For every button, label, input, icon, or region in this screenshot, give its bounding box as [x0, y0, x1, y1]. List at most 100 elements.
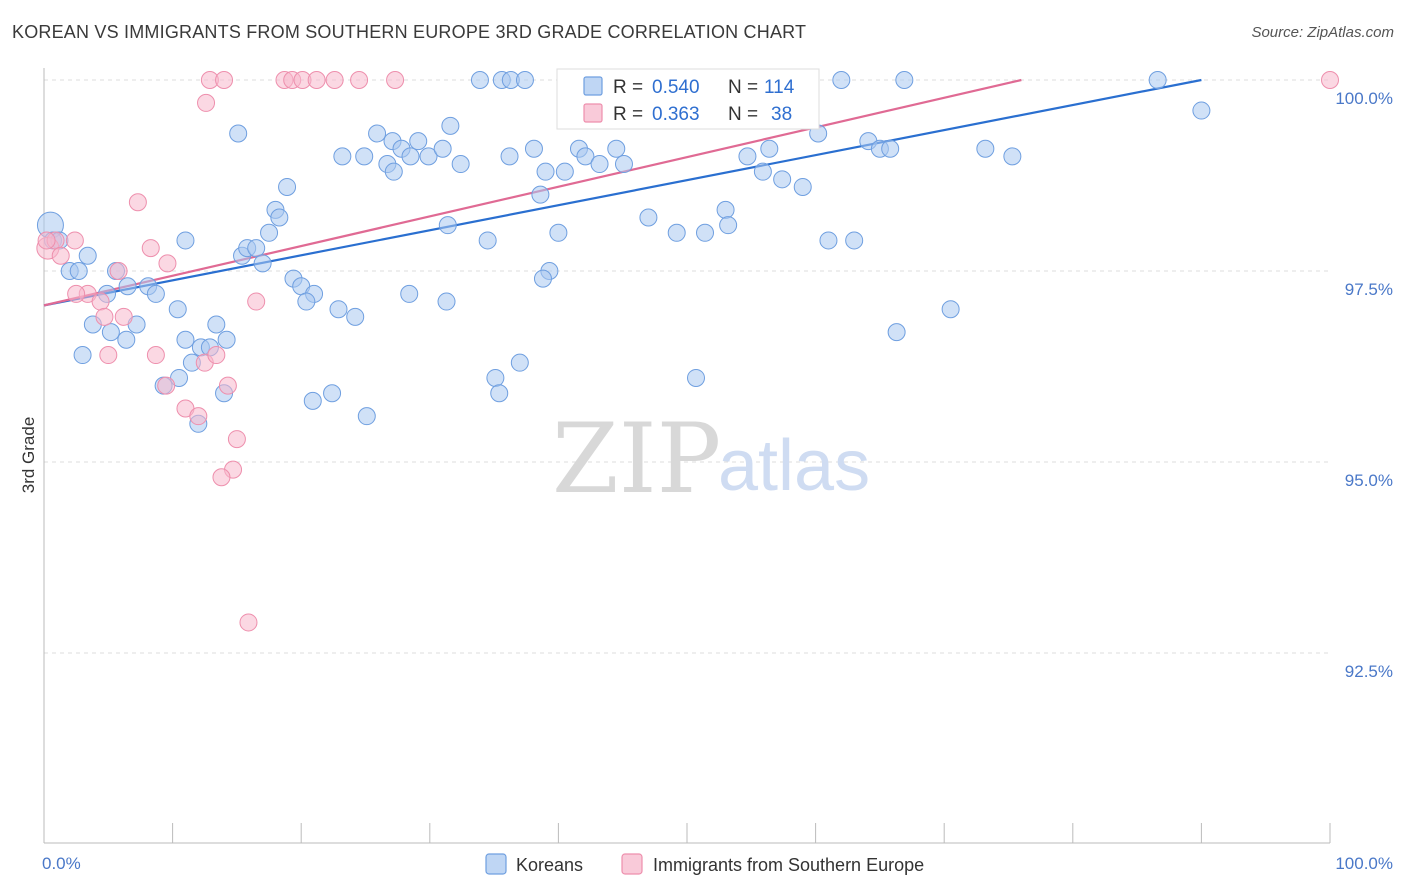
point-s0-102	[832, 71, 851, 89]
point-s0-64	[515, 71, 534, 89]
point-s1-35	[386, 71, 405, 89]
point-s0-72	[531, 185, 550, 204]
chart-title: KOREAN VS IMMIGRANTS FROM SOUTHERN EUROP…	[12, 22, 807, 42]
point-s0-4	[78, 246, 97, 265]
point-s0-60	[437, 292, 456, 311]
legend-swatch-koreans	[485, 853, 507, 875]
point-s0-99	[793, 177, 812, 196]
point-s1-33	[325, 71, 344, 89]
point-s1-9	[114, 307, 133, 326]
legend: Koreans Immigrants from Southern Europe	[485, 853, 924, 875]
point-s0-36	[278, 177, 297, 196]
stats-r-value-koreans: 0.540	[652, 77, 700, 98]
stats-n-label-koreans: N =	[728, 77, 758, 98]
point-s1-17	[207, 346, 226, 365]
point-s0-55	[441, 116, 460, 135]
point-s0-91	[716, 200, 735, 219]
point-s0-10	[146, 284, 165, 303]
point-s0-52	[409, 132, 428, 151]
stats-r-label-southern-europe: R =	[613, 104, 643, 125]
point-s0-68	[438, 216, 457, 235]
point-s0-44	[333, 147, 352, 166]
point-s0-78	[549, 223, 568, 242]
point-s0-83	[607, 139, 626, 158]
point-s0-41	[303, 391, 322, 410]
point-s0-84	[614, 155, 633, 174]
point-s0-97	[760, 139, 779, 158]
point-s0-107	[887, 323, 906, 342]
point-s1-15	[189, 407, 208, 426]
point-s0-46	[355, 147, 374, 166]
point-s0-12	[168, 300, 187, 319]
legend-label-koreans: Koreans	[516, 855, 583, 875]
point-s0-112	[1148, 71, 1167, 89]
point-s1-10	[99, 346, 118, 365]
point-s1-25	[158, 254, 177, 273]
point-s1-23	[239, 613, 258, 632]
point-s0-56	[451, 155, 470, 174]
point-s0-58	[384, 162, 403, 181]
stats-n-value-koreans: 114	[764, 77, 795, 98]
stats-box: R = 0.540 N = 114 R = 0.363 N = 38	[556, 68, 820, 130]
point-s0-59	[400, 284, 419, 303]
point-s1-2	[51, 246, 70, 265]
data-points	[36, 71, 1339, 632]
point-s0-5	[69, 262, 88, 280]
point-s1-7	[109, 262, 128, 280]
point-s0-20	[176, 330, 195, 349]
stats-n-value-southern-europe: 38	[771, 104, 792, 125]
point-s0-108	[895, 71, 914, 89]
stats-r-value-southern-europe: 0.363	[652, 104, 700, 125]
point-s1-5	[67, 284, 86, 303]
point-s1-8	[95, 307, 114, 326]
point-s0-14	[101, 323, 120, 342]
stats-swatch-koreans	[583, 76, 603, 96]
point-s0-42	[329, 300, 348, 319]
legend-swatch-southern-europe	[621, 853, 643, 875]
y-tick-labels: 92.5% 95.0% 97.5% 100.0%	[1335, 89, 1393, 681]
point-s0-67	[478, 231, 497, 250]
point-s0-95	[738, 147, 757, 166]
point-s1-26	[197, 93, 216, 112]
stats-r-label-koreans: R =	[613, 77, 643, 98]
point-s1-11	[141, 239, 160, 258]
point-s0-106	[881, 139, 900, 158]
point-s0-40	[297, 292, 316, 311]
watermark-atlas: atlas	[718, 426, 870, 506]
point-s0-92	[719, 216, 738, 235]
trend-line-s0	[43, 78, 1202, 307]
point-s0-113	[1192, 101, 1211, 120]
point-s0-16	[73, 346, 92, 365]
watermark-zip: ZIP	[552, 403, 721, 515]
point-s1-37	[1321, 71, 1339, 89]
y-axis-title: 3rd Grade	[19, 417, 38, 494]
point-s0-33	[260, 223, 279, 242]
point-s1-19	[227, 430, 246, 449]
point-s0-25	[207, 315, 226, 334]
point-s0-80	[576, 147, 595, 166]
axes	[43, 68, 1331, 844]
point-s0-31	[247, 239, 266, 258]
point-s0-11	[176, 231, 195, 250]
y-tick-label-2: 97.5%	[1345, 280, 1393, 299]
x-tick-label-max: 100.0%	[1335, 854, 1393, 873]
point-s1-24	[128, 193, 147, 212]
point-s1-13	[157, 376, 176, 395]
point-s1-36	[37, 231, 56, 250]
point-s1-21	[212, 468, 231, 487]
x-tick-labels: 0.0% 100.0%	[42, 854, 1393, 873]
point-s1-34	[350, 71, 369, 89]
point-s1-18	[218, 376, 237, 395]
y-tick-label-0: 92.5%	[1345, 662, 1393, 681]
point-s1-12	[146, 346, 165, 365]
point-s0-96	[753, 162, 772, 181]
chart-source: Source: ZipAtlas.com	[1251, 24, 1394, 41]
point-s0-47	[368, 124, 387, 143]
point-s1-22	[247, 292, 266, 311]
point-s0-57	[357, 407, 376, 426]
legend-label-southern-europe: Immigrants from Southern Europe	[653, 855, 924, 875]
y-tick-label-1: 95.0%	[1345, 471, 1393, 490]
point-s0-17	[117, 330, 136, 349]
point-s0-61	[470, 71, 489, 89]
